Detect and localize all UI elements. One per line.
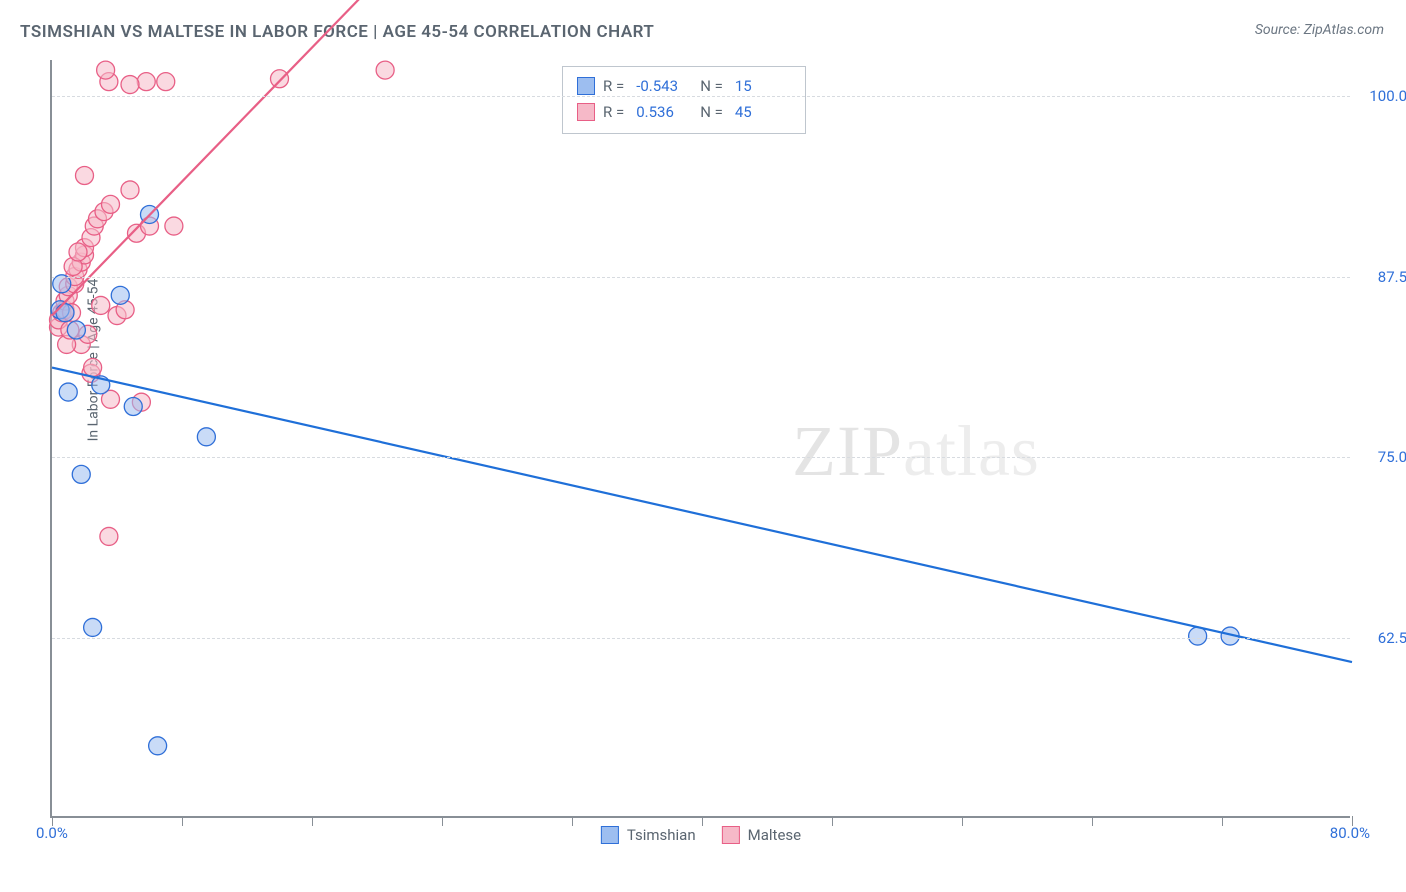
- y-tick-label: 100.0%: [1369, 87, 1406, 105]
- x-tick: [442, 816, 443, 826]
- x-tick: [1222, 816, 1223, 826]
- swatch-tsimshian-bottom: [601, 826, 619, 844]
- legend-label-maltese: Maltese: [748, 826, 801, 844]
- gridline-h: [52, 457, 1350, 458]
- x-tick: [1352, 816, 1353, 826]
- scatter-point: [124, 398, 142, 416]
- scatter-point: [67, 321, 85, 339]
- n-label: N =: [700, 77, 723, 95]
- legend-label-tsimshian: Tsimshian: [627, 826, 696, 844]
- swatch-maltese-bottom: [722, 826, 740, 844]
- scatter-point: [59, 383, 77, 401]
- scatter-point: [97, 61, 115, 79]
- chart-title: TSIMSHIAN VS MALTESE IN LABOR FORCE | AG…: [20, 22, 654, 42]
- x-tick: [52, 816, 53, 826]
- scatter-point: [271, 70, 289, 88]
- scatter-point: [84, 618, 102, 636]
- scatter-point: [84, 359, 102, 377]
- scatter-point: [1189, 627, 1207, 645]
- plot-svg: [52, 60, 1350, 816]
- y-tick-label: 87.5%: [1378, 268, 1406, 286]
- source-name: ZipAtlas.com: [1304, 22, 1384, 38]
- r-label: R =: [603, 77, 624, 95]
- n-value-tsimshian: 15: [735, 77, 791, 95]
- trend-line: [52, 0, 377, 316]
- scatter-point: [56, 304, 74, 322]
- r-value-maltese: 0.536: [636, 103, 692, 121]
- scatter-point: [102, 195, 120, 213]
- x-tick: [1092, 816, 1093, 826]
- r-label: R =: [603, 103, 624, 121]
- trend-line: [52, 368, 1352, 663]
- scatter-point: [157, 73, 175, 91]
- scatter-point: [121, 181, 139, 199]
- x-tick: [962, 816, 963, 826]
- scatter-point: [76, 167, 94, 185]
- scatter-point: [165, 217, 183, 235]
- correlation-legend: R = -0.543 N = 15 R = 0.536 N = 45: [562, 66, 806, 134]
- legend-item-tsimshian: Tsimshian: [601, 826, 696, 844]
- plot-area: R = -0.543 N = 15 R = 0.536 N = 45 ZIPat…: [50, 60, 1350, 818]
- source-attribution: Source: ZipAtlas.com: [1255, 22, 1384, 38]
- swatch-maltese: [577, 103, 595, 121]
- y-tick-label: 75.0%: [1378, 448, 1406, 466]
- scatter-point: [111, 286, 129, 304]
- gridline-h: [52, 638, 1350, 639]
- gridline-h: [52, 277, 1350, 278]
- r-value-tsimshian: -0.543: [636, 77, 692, 95]
- scatter-point: [100, 527, 118, 545]
- series-legend: Tsimshian Maltese: [601, 826, 801, 844]
- scatter-point: [137, 73, 155, 91]
- scatter-point: [149, 737, 167, 755]
- source-prefix: Source:: [1255, 22, 1304, 38]
- x-tick: [572, 816, 573, 826]
- scatter-point: [121, 76, 139, 94]
- legend-row-maltese: R = 0.536 N = 45: [577, 99, 791, 125]
- scatter-point: [197, 428, 215, 446]
- x-tick: [702, 816, 703, 826]
- scatter-point: [72, 465, 90, 483]
- scatter-point: [69, 243, 87, 261]
- n-value-maltese: 45: [735, 103, 791, 121]
- gridline-h: [52, 96, 1350, 97]
- swatch-tsimshian: [577, 77, 595, 95]
- scatter-point: [92, 296, 110, 314]
- y-tick-label: 62.5%: [1378, 629, 1406, 647]
- x-tick: [182, 816, 183, 826]
- x-axis-max-label: 80.0%: [1330, 824, 1370, 842]
- legend-row-tsimshian: R = -0.543 N = 15: [577, 73, 791, 99]
- scatter-point: [376, 61, 394, 79]
- n-label: N =: [700, 103, 723, 121]
- x-tick: [312, 816, 313, 826]
- legend-item-maltese: Maltese: [722, 826, 801, 844]
- x-tick: [832, 816, 833, 826]
- x-axis-min-label: 0.0%: [36, 824, 68, 842]
